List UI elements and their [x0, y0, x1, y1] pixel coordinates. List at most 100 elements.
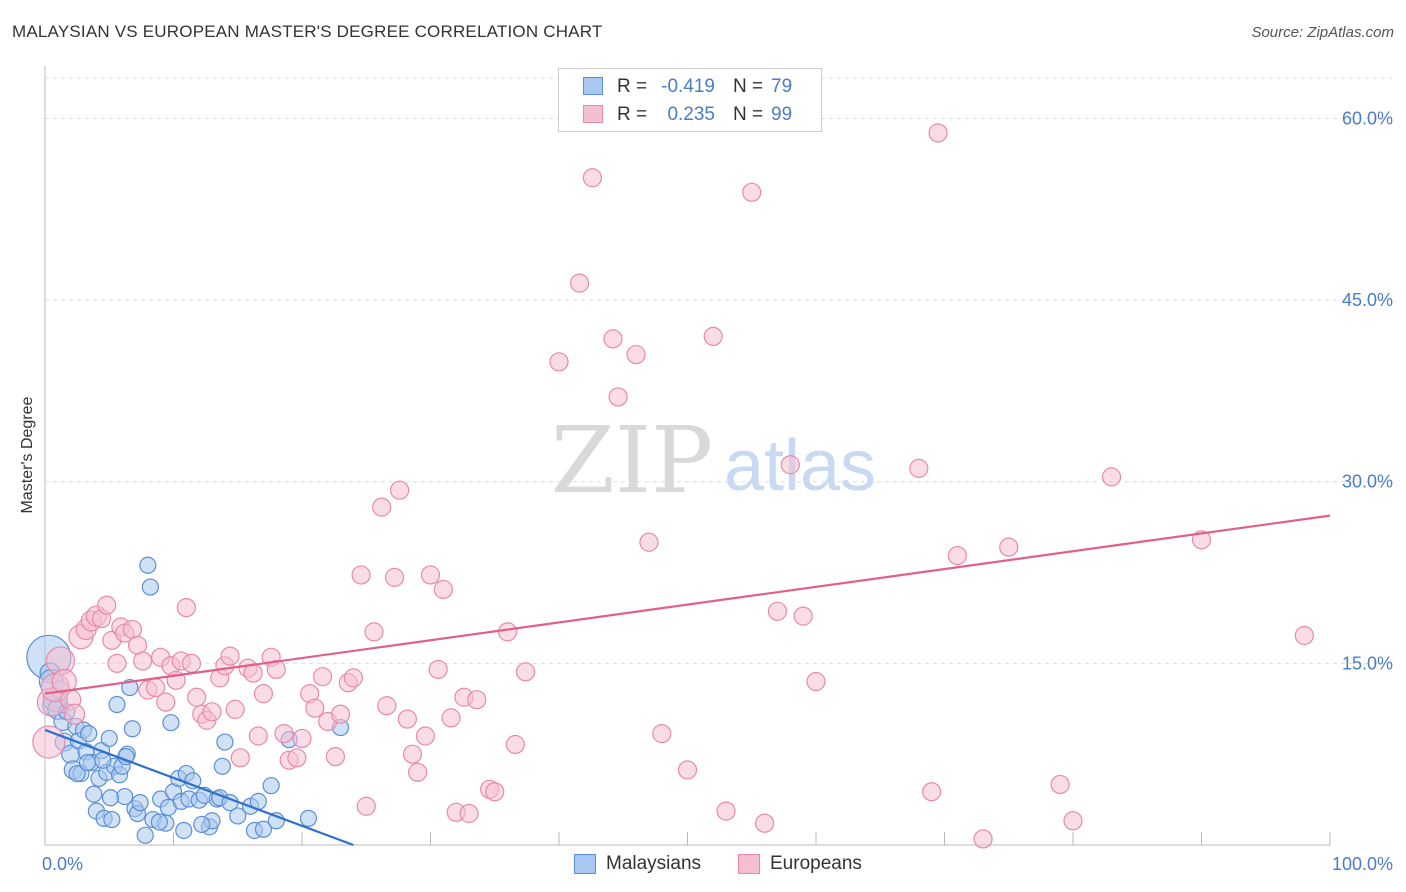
european-point: [63, 703, 86, 725]
european-point: [433, 579, 453, 600]
european-point: [384, 567, 405, 587]
tick-labels: 15.0% 30.0% 45.0% 60.0% 0.0% 100.0%: [42, 108, 1393, 874]
european-point: [973, 829, 993, 849]
europeans-swatch: [583, 105, 603, 123]
data-points: [26, 123, 1314, 849]
european-point: [330, 704, 351, 724]
malaysian-point: [184, 772, 202, 790]
n-value: 79: [771, 76, 793, 97]
x-tick-label: 0.0%: [42, 854, 83, 874]
european-point: [1050, 774, 1070, 795]
european-point: [202, 702, 222, 722]
european-point: [498, 622, 518, 642]
european-point: [1294, 625, 1314, 646]
source-label: Source: ZipAtlas.com: [1251, 24, 1394, 41]
malaysian-point: [213, 757, 231, 775]
european-point: [420, 565, 441, 585]
malaysian-point: [162, 714, 180, 732]
malaysian-point: [101, 789, 120, 807]
european-point: [107, 653, 127, 673]
chart-title: MALAYSIAN VS EUROPEAN MASTER'S DEGREE CO…: [12, 22, 603, 41]
malaysian-point: [78, 754, 97, 772]
european-point: [716, 801, 736, 821]
malaysian-trendline: [44, 728, 354, 847]
european-point: [459, 803, 479, 824]
european-point: [767, 601, 788, 621]
n-value: 99: [771, 104, 793, 125]
european-point: [274, 723, 294, 744]
european-point: [909, 458, 929, 478]
european-point: [428, 659, 448, 680]
malaysian-point: [229, 807, 247, 825]
european-point: [441, 708, 461, 728]
r-value: 0.235: [667, 104, 715, 125]
malaysian-point: [103, 810, 121, 829]
european-point: [305, 698, 325, 718]
malaysian-point: [150, 813, 168, 831]
european-point: [402, 744, 423, 764]
european-point: [569, 273, 590, 293]
european-point: [505, 734, 525, 755]
european-point: [248, 726, 268, 746]
european-point: [999, 537, 1019, 557]
malaysian-point: [299, 809, 318, 827]
european-point: [928, 123, 948, 143]
european-point: [377, 696, 397, 716]
european-point: [408, 762, 428, 782]
trendlines: [44, 514, 1331, 847]
n-label: N =: [733, 104, 764, 125]
european-point: [549, 352, 569, 372]
european-point: [253, 684, 274, 704]
malaysian-point: [175, 821, 193, 840]
european-point: [225, 699, 245, 719]
malaysians-swatch: [583, 77, 603, 95]
european-point: [156, 692, 176, 712]
european-point: [181, 653, 202, 673]
european-point: [397, 709, 417, 729]
european-point: [806, 671, 826, 692]
european-point: [372, 497, 392, 517]
y-tick-label: 45.0%: [1342, 290, 1393, 310]
european-point: [639, 532, 659, 552]
malaysian-point: [141, 578, 159, 596]
malaysian-point: [262, 777, 280, 795]
european-point: [356, 796, 376, 816]
malaysian-point: [123, 720, 141, 738]
european-point: [742, 182, 762, 202]
malaysians-legend-label: Malaysians: [606, 853, 702, 874]
malaysian-point: [136, 826, 154, 844]
european-trendline: [44, 514, 1331, 695]
european-point: [312, 667, 333, 687]
european-point: [230, 748, 250, 768]
european-point: [947, 545, 967, 566]
malaysians-legend-swatch: [574, 854, 596, 874]
european-point: [703, 326, 723, 347]
european-point: [325, 747, 346, 767]
series-legend: Malaysians Europeans: [0, 852, 1406, 878]
watermark-zip: ZIP: [551, 407, 713, 514]
european-point: [220, 646, 240, 666]
european-point: [485, 782, 505, 802]
european-point: [922, 782, 942, 802]
european-point: [677, 760, 698, 780]
legend-row-europeans: R = 0.235 N = 99: [559, 101, 821, 127]
watermark-atlas: atlas: [724, 426, 876, 506]
malaysian-point: [254, 820, 273, 838]
european-point: [133, 651, 153, 671]
european-point: [515, 662, 536, 682]
european-point: [1191, 530, 1212, 550]
european-point: [292, 728, 312, 749]
zipatlas-watermark: ZIP atlas: [551, 407, 876, 514]
european-point: [780, 455, 800, 475]
malaysian-point: [193, 815, 211, 834]
european-point: [1063, 811, 1083, 831]
malaysian-point: [100, 729, 118, 748]
european-point: [364, 622, 384, 642]
european-point: [608, 387, 628, 407]
european-point: [390, 480, 410, 500]
r-label: R =: [617, 104, 648, 125]
malaysian-point: [80, 724, 98, 743]
malaysian-point: [108, 695, 126, 714]
european-point: [97, 595, 117, 615]
